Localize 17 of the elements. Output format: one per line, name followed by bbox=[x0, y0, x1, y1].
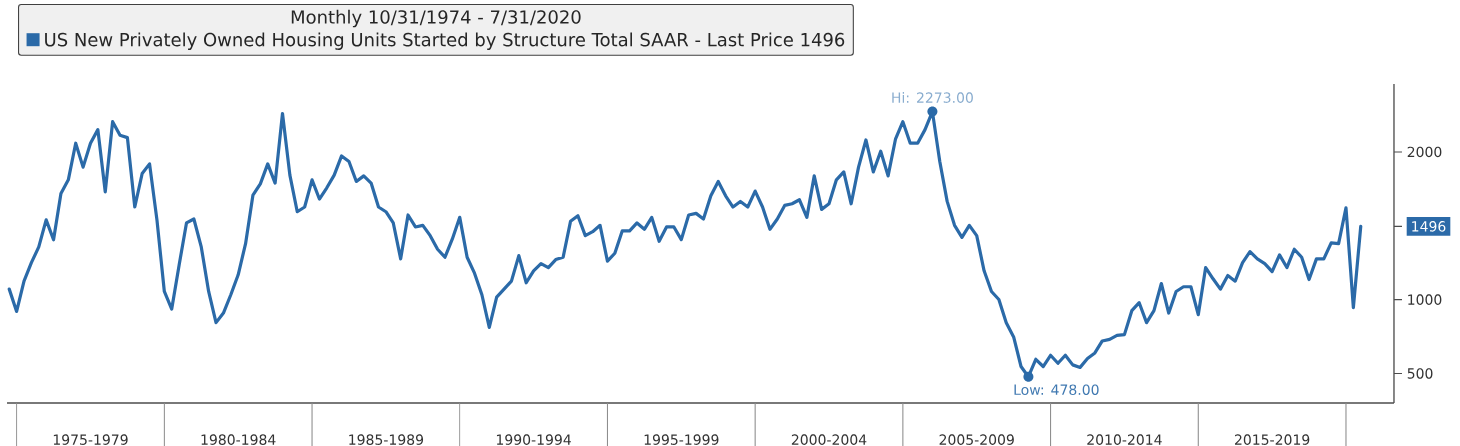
annotation: Low: 478.00 bbox=[1014, 384, 1099, 395]
legend-label: US New Privately Owned Housing Units Started by Structure Total SAAR - Last Price 1496 bbox=[45, 32, 845, 50]
y-tick-label: 2000 bbox=[1407, 146, 1442, 158]
annotation: Hi: 2273.00 bbox=[892, 92, 973, 103]
x-tick-label: 1995-1999 bbox=[644, 434, 719, 445]
y-tick-label: 1496 bbox=[1412, 221, 1446, 232]
x-tick-label: 2005-2009 bbox=[939, 434, 1014, 445]
chart-title: Monthly 10/31/1974 - 7/31/2020 bbox=[291, 9, 581, 28]
x-tick-label: 2015-2019 bbox=[1235, 434, 1310, 445]
x-tick-label: 2010-2014 bbox=[1087, 434, 1162, 445]
x-tick-label: 1980-1984 bbox=[201, 434, 276, 445]
x-tick-label: 1990-1994 bbox=[496, 434, 571, 445]
x-tick-label: 1975-1979 bbox=[53, 434, 128, 445]
y-tick-label: 1000 bbox=[1408, 294, 1442, 305]
x-tick-label: 2000-2004 bbox=[791, 434, 867, 445]
y-tick-label: 500 bbox=[1407, 368, 1433, 379]
x-tick-label: 1985-1989 bbox=[349, 434, 424, 445]
